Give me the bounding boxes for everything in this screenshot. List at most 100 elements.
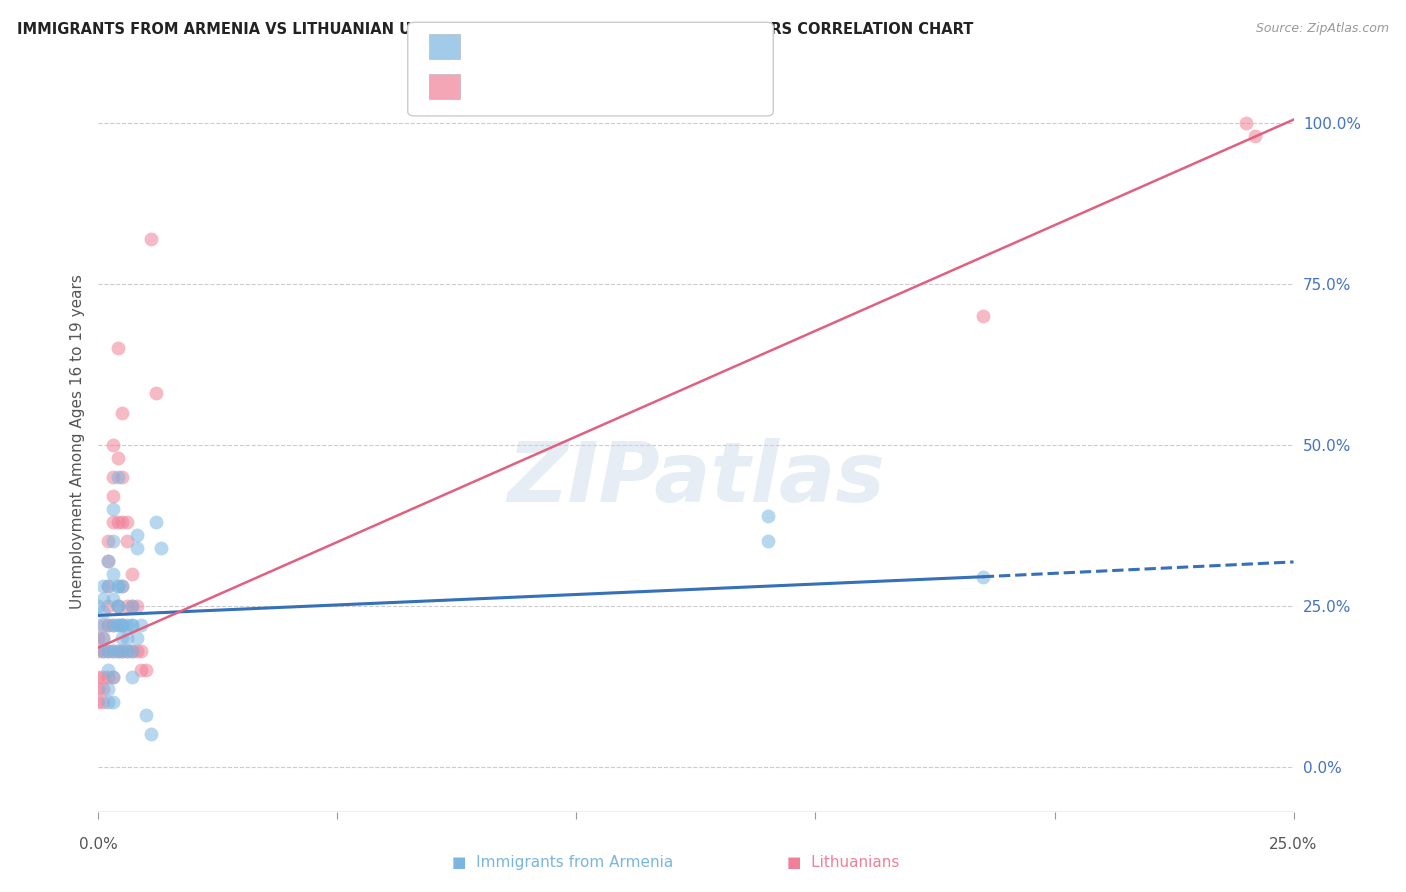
Point — [107, 618, 129, 632]
Point — [111, 470, 134, 484]
Point — [107, 599, 129, 613]
Point — [87, 669, 110, 683]
Point — [111, 618, 134, 632]
Point — [101, 644, 124, 658]
Point — [97, 554, 120, 568]
Point — [135, 663, 157, 677]
Point — [107, 341, 129, 355]
Point — [115, 515, 138, 529]
Point — [115, 618, 138, 632]
Point — [97, 599, 120, 613]
Point — [121, 618, 143, 632]
Point — [115, 631, 138, 645]
Text: Source: ZipAtlas.com: Source: ZipAtlas.com — [1256, 22, 1389, 36]
Point — [91, 579, 114, 593]
Point — [972, 309, 994, 323]
Point — [91, 631, 114, 645]
Point — [107, 599, 129, 613]
Point — [121, 566, 143, 581]
Point — [97, 618, 120, 632]
Point — [101, 618, 124, 632]
Text: ■  Lithuanians: ■ Lithuanians — [787, 855, 900, 870]
Point — [87, 682, 110, 697]
Point — [101, 669, 124, 683]
Point — [101, 695, 124, 709]
Point — [97, 682, 120, 697]
Point — [756, 534, 779, 549]
Point — [101, 470, 124, 484]
Text: ■  Immigrants from Armenia: ■ Immigrants from Armenia — [451, 855, 673, 870]
Point — [135, 708, 157, 723]
Point — [91, 605, 114, 619]
Point — [121, 599, 143, 613]
Point — [111, 618, 134, 632]
Point — [107, 579, 129, 593]
Point — [91, 669, 114, 683]
Point — [125, 541, 148, 555]
Point — [125, 599, 148, 613]
Point — [111, 618, 134, 632]
Point — [87, 618, 110, 632]
Point — [125, 644, 148, 658]
Text: IMMIGRANTS FROM ARMENIA VS LITHUANIAN UNEMPLOYMENT AMONG AGES 16 TO 19 YEARS COR: IMMIGRANTS FROM ARMENIA VS LITHUANIAN UN… — [17, 22, 973, 37]
Point — [107, 644, 129, 658]
Point — [139, 727, 162, 741]
Point — [107, 515, 129, 529]
Point — [101, 566, 124, 581]
Point — [91, 592, 114, 607]
Point — [107, 579, 129, 593]
Point — [107, 450, 129, 465]
Point — [97, 579, 120, 593]
Y-axis label: Unemployment Among Ages 16 to 19 years: Unemployment Among Ages 16 to 19 years — [69, 274, 84, 609]
Point — [121, 618, 143, 632]
Point — [115, 644, 138, 658]
Point — [101, 515, 124, 529]
Point — [97, 534, 120, 549]
Point — [87, 631, 110, 645]
Point — [87, 599, 110, 613]
Point — [97, 669, 120, 683]
Point — [1244, 128, 1267, 143]
Point — [111, 579, 134, 593]
Point — [101, 534, 124, 549]
Point — [87, 695, 110, 709]
Text: 0.0%: 0.0% — [79, 838, 118, 853]
Point — [107, 618, 129, 632]
Point — [87, 644, 110, 658]
Point — [111, 515, 134, 529]
Point — [125, 528, 148, 542]
Point — [91, 618, 114, 632]
Point — [101, 618, 124, 632]
Point — [97, 695, 120, 709]
Point — [111, 406, 134, 420]
Point — [97, 644, 120, 658]
Point — [101, 644, 124, 658]
Point — [107, 644, 129, 658]
Point — [91, 631, 114, 645]
Point — [101, 669, 124, 683]
Point — [97, 579, 120, 593]
Point — [125, 631, 148, 645]
Point — [972, 570, 994, 584]
Point — [101, 592, 124, 607]
Point — [91, 644, 114, 658]
Point — [149, 541, 172, 555]
Point — [101, 438, 124, 452]
Point — [111, 644, 134, 658]
Point — [756, 508, 779, 523]
Point — [107, 599, 129, 613]
Point — [111, 631, 134, 645]
Point — [111, 644, 134, 658]
Text: ZIPatlas: ZIPatlas — [508, 438, 884, 519]
Point — [115, 599, 138, 613]
Point — [111, 579, 134, 593]
Point — [91, 644, 114, 658]
Point — [97, 663, 120, 677]
Point — [107, 470, 129, 484]
Point — [121, 644, 143, 658]
Point — [101, 502, 124, 516]
Point — [91, 682, 114, 697]
Point — [101, 489, 124, 503]
Point — [145, 515, 167, 529]
Point — [121, 599, 143, 613]
